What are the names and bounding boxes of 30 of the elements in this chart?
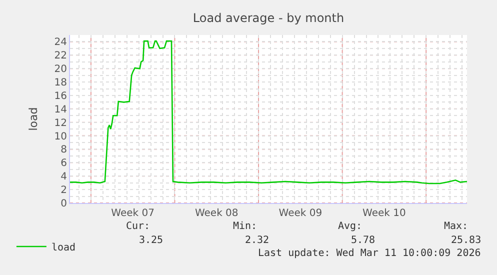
- text: Avg:: [338, 221, 362, 232]
- y-tick-label: 0: [60, 198, 67, 210]
- text: Min:: [233, 221, 258, 232]
- y-tick-label: 6: [60, 158, 67, 170]
- text: Last update: Wed Mar 11 10:00:09 2026: [258, 248, 481, 259]
- y-tick-label: 22: [54, 50, 67, 62]
- text: 25.83: [451, 235, 482, 246]
- chart-title: Load average - by month: [192, 11, 344, 26]
- text: 3.25: [139, 235, 164, 246]
- text: Cur:: [126, 221, 150, 232]
- y-tick-label: 18: [54, 78, 67, 89]
- x-tick-label: Week 09: [278, 208, 322, 219]
- legend-label: load: [51, 242, 76, 254]
- y-axis-title: load: [26, 107, 40, 131]
- y-tick-label: 12: [54, 118, 67, 129]
- y-tick-label: 14: [54, 104, 67, 116]
- y-tick-label: 10: [54, 131, 67, 142]
- y-tick-label: 2: [60, 185, 67, 196]
- y-tick-label: 4: [60, 172, 67, 183]
- x-tick-label: Week 08: [194, 208, 238, 219]
- text: Max:: [444, 221, 468, 232]
- y-tick-label: 24: [54, 37, 67, 48]
- x-tick-label: Week 10: [362, 208, 406, 219]
- y-tick-label: 20: [54, 64, 67, 76]
- text: 5.78: [351, 235, 376, 246]
- x-tick-label: Week 07: [111, 208, 154, 219]
- y-tick-label: 8: [60, 144, 67, 156]
- line-series: [70, 40, 467, 184]
- text: 2.32: [245, 235, 270, 246]
- y-tick-label: 16: [54, 90, 67, 102]
